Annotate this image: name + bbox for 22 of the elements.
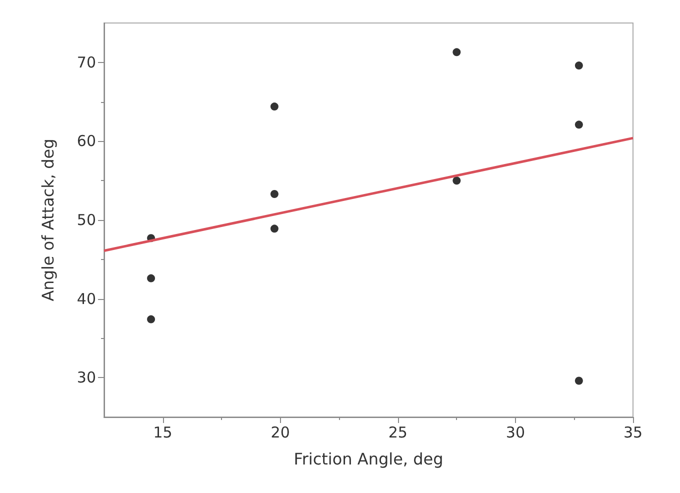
y-tick-label: 50	[76, 211, 96, 229]
x-tick-label: 15	[153, 424, 172, 442]
point	[574, 376, 583, 385]
y-tick-label: 40	[76, 290, 96, 308]
x-tick-label: 25	[388, 424, 408, 442]
point	[574, 62, 583, 70]
x-tick-label: 35	[623, 424, 643, 442]
y-tick-label: 60	[76, 132, 96, 150]
point	[574, 120, 583, 129]
x-tick-label: 20	[270, 424, 290, 442]
x-tick-label: 30	[506, 424, 525, 442]
point	[147, 315, 156, 324]
x-axis-title: Friction Angle, deg	[294, 450, 444, 468]
y-axis-title: Angle of Attack, deg	[38, 138, 58, 302]
point	[452, 48, 461, 56]
point	[270, 190, 278, 198]
y-tick-label: 70	[76, 53, 96, 72]
y-tick-label: 30	[76, 368, 96, 387]
point	[270, 224, 278, 233]
point	[270, 102, 278, 111]
point	[147, 274, 156, 282]
point	[452, 176, 461, 185]
